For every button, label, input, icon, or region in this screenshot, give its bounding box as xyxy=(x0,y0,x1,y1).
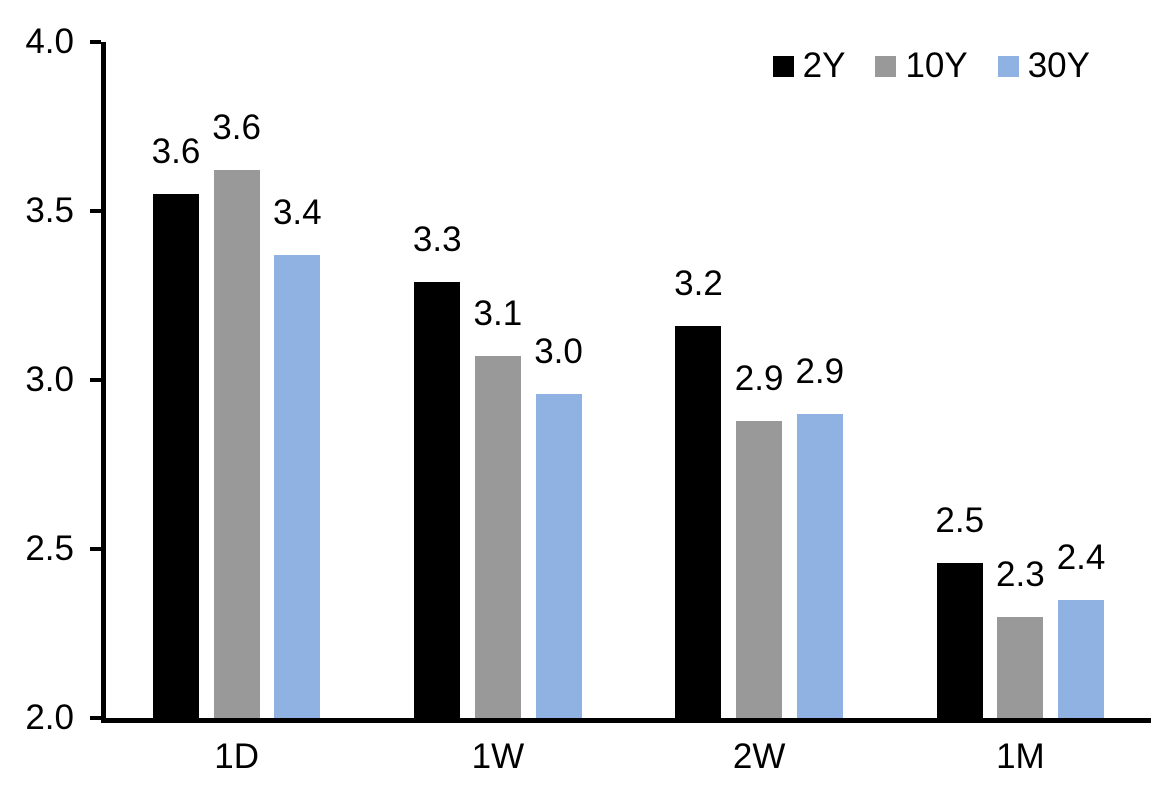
bar-col: 3.0 xyxy=(534,42,583,718)
bar-value-label: 3.2 xyxy=(674,263,723,303)
bar-col: 3.4 xyxy=(273,42,322,718)
y-axis-tick-label: 2.5 xyxy=(25,529,74,568)
bar-2y xyxy=(675,325,722,718)
x-axis-tick-label: 1M xyxy=(996,737,1045,776)
legend-item-2y: 2Y xyxy=(772,46,846,86)
x-axis-tick-label: 1W xyxy=(471,737,525,776)
legend-label: 10Y xyxy=(905,46,968,85)
bar-group-1m: 2.5 2.3 2.4 xyxy=(890,42,1151,718)
bar-10y xyxy=(997,616,1044,718)
bar-value-label: 2.3 xyxy=(996,554,1045,594)
bar-col: 2.4 xyxy=(1056,42,1106,718)
legend-swatch-icon xyxy=(997,55,1019,77)
legend: 2Y 10Y 30Y xyxy=(772,46,1090,86)
bar-value-label: 3.0 xyxy=(534,331,583,371)
y-tick-mark xyxy=(90,209,101,213)
bar-group-1d: 3.6 3.6 3.4 xyxy=(106,42,367,718)
bar-30y xyxy=(796,413,843,718)
legend-swatch-icon xyxy=(875,55,897,77)
x-axis-tick-label: 1D xyxy=(214,737,259,776)
bar-col: 3.2 xyxy=(674,42,723,718)
bar-30y xyxy=(535,393,582,718)
bar-2y xyxy=(414,281,461,718)
y-axis-tick-label: 3.0 xyxy=(25,360,74,399)
bar-col: 2.3 xyxy=(996,42,1045,718)
bar-30y xyxy=(274,254,321,718)
legend-label: 30Y xyxy=(1027,46,1090,85)
y-axis-tick-label: 3.5 xyxy=(25,191,74,230)
bar-value-label: 2.9 xyxy=(795,351,845,391)
bar-col: 2.9 xyxy=(734,42,784,718)
legend-item-30y: 30Y xyxy=(997,46,1090,86)
x-axis: 1D 1W 2W 1M xyxy=(106,737,1151,777)
bar-group-2w: 3.2 2.9 2.9 xyxy=(629,42,890,718)
x-axis-tick-label: 2W xyxy=(732,737,786,776)
bar-value-label: 3.1 xyxy=(473,294,523,334)
bar-col: 3.6 xyxy=(151,42,201,718)
y-tick-mark xyxy=(90,378,101,382)
bar-10y xyxy=(213,170,260,718)
bar-10y xyxy=(736,420,783,718)
legend-label: 2Y xyxy=(802,46,846,85)
bar-group-1w: 3.3 3.1 3.0 xyxy=(367,42,628,718)
bar-col: 2.5 xyxy=(935,42,984,718)
y-axis-tick-label: 2.0 xyxy=(25,698,74,737)
bar-2y xyxy=(936,562,983,718)
bar-col: 3.3 xyxy=(413,42,462,718)
bar-col: 2.9 xyxy=(795,42,844,718)
y-tick-mark xyxy=(90,547,101,551)
bar-value-label: 3.6 xyxy=(212,108,261,148)
y-axis: 4.0 3.5 3.0 2.5 2.0 xyxy=(0,0,74,795)
bar-value-label: 3.4 xyxy=(272,192,322,232)
bar-col: 3.6 xyxy=(212,42,261,718)
y-tick-mark xyxy=(90,716,101,720)
y-tick-mark xyxy=(90,40,101,44)
bar-30y xyxy=(1058,599,1105,718)
legend-swatch-icon xyxy=(772,55,794,77)
y-axis-tick-label: 4.0 xyxy=(25,22,74,61)
bar-2y xyxy=(152,194,199,718)
plot-area: 3.6 3.6 3.4 3.3 3.1 3.0 3.2 2.9 2.9 2.5 2.3 2.4 xyxy=(90,40,1151,723)
bar-value-label: 3.3 xyxy=(412,219,462,259)
legend-item-10y: 10Y xyxy=(875,46,968,86)
bar-groups: 3.6 3.6 3.4 3.3 3.1 3.0 3.2 2.9 2.9 2.5 2.3 2.4 xyxy=(106,42,1151,718)
bar-col: 3.1 xyxy=(473,42,523,718)
bar-value-label: 2.5 xyxy=(935,500,985,540)
bar-value-label: 2.9 xyxy=(734,358,784,398)
bar-value-label: 3.6 xyxy=(151,132,201,172)
bar-10y xyxy=(474,356,521,718)
bar-value-label: 2.4 xyxy=(1056,537,1106,577)
